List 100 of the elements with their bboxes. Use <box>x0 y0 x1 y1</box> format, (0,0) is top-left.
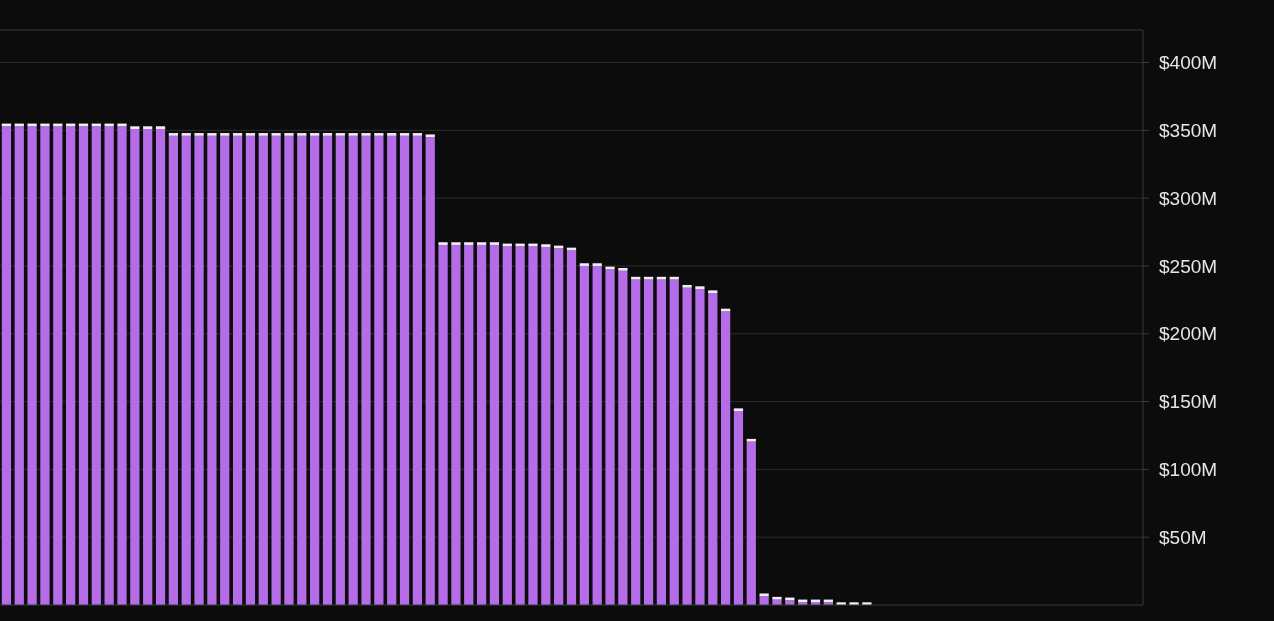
bar <box>130 126 140 129</box>
bar <box>759 593 769 597</box>
bar <box>207 133 217 136</box>
y-tick-label: $100M <box>1159 459 1218 481</box>
bar <box>772 596 782 600</box>
bar <box>399 135 410 605</box>
bar <box>618 270 628 605</box>
bar <box>489 244 500 605</box>
bar <box>682 287 692 605</box>
bar <box>53 126 63 605</box>
bar <box>335 133 345 136</box>
bar <box>143 129 153 605</box>
bar <box>374 135 384 605</box>
bar <box>476 242 487 245</box>
bar <box>322 133 333 136</box>
bar <box>502 246 512 605</box>
bar <box>232 133 243 136</box>
bar <box>399 133 410 136</box>
bar <box>733 411 744 605</box>
bar <box>438 244 448 605</box>
bar <box>656 279 667 605</box>
bar <box>374 133 384 136</box>
bar <box>733 408 744 412</box>
bar <box>232 135 243 605</box>
bar <box>656 276 667 280</box>
bar <box>387 135 397 605</box>
bar <box>258 135 268 605</box>
bar <box>348 133 358 136</box>
bar <box>412 133 423 136</box>
bar <box>746 438 756 442</box>
y-tick-label: $350M <box>1159 120 1218 141</box>
bar <box>194 133 204 136</box>
bar <box>669 279 679 605</box>
bar <box>669 276 679 280</box>
bar <box>181 133 191 136</box>
bar <box>425 134 435 138</box>
bar <box>515 246 525 605</box>
bar <box>566 250 577 605</box>
bar <box>412 135 423 605</box>
y-tick-label: $50M <box>1159 526 1207 548</box>
bar <box>155 126 166 129</box>
bar <box>579 265 589 605</box>
bar <box>541 246 551 605</box>
bar <box>271 135 281 605</box>
bar <box>631 279 641 605</box>
bar <box>66 126 76 605</box>
y-tick-label: $250M <box>1159 255 1218 277</box>
bar <box>310 135 320 605</box>
bar <box>14 126 24 605</box>
bar <box>361 133 371 136</box>
bar <box>284 135 294 605</box>
bar <box>143 126 153 129</box>
bar <box>361 135 371 605</box>
y-tick-label: $400M <box>1159 52 1218 74</box>
bar <box>322 135 333 605</box>
bar <box>464 242 474 245</box>
bar <box>425 137 435 605</box>
bar <box>528 246 538 605</box>
bar <box>335 135 345 605</box>
bar <box>207 135 217 605</box>
bar <box>245 133 256 136</box>
bar <box>618 268 628 271</box>
bar <box>387 133 397 136</box>
bar <box>489 242 500 245</box>
bar <box>348 135 358 605</box>
bar <box>708 293 718 605</box>
bar <box>181 135 191 605</box>
bar <box>643 276 654 280</box>
bar <box>258 133 268 136</box>
bar <box>720 311 731 605</box>
bar <box>310 133 320 136</box>
y-tick-label: $150M <box>1159 391 1218 413</box>
bar <box>91 126 101 605</box>
bar <box>464 244 474 605</box>
bar <box>605 269 615 605</box>
bar <box>297 133 307 136</box>
bar <box>245 135 256 605</box>
bar <box>592 263 602 266</box>
bar <box>451 242 461 245</box>
bar <box>297 135 307 605</box>
bar <box>592 265 602 605</box>
bar <box>682 284 692 288</box>
bar <box>130 129 140 605</box>
y-tick-label: $300M <box>1159 187 1218 209</box>
bar <box>746 441 756 605</box>
bar <box>271 133 281 136</box>
bar <box>708 290 718 294</box>
bar <box>1 126 12 605</box>
bar <box>541 244 551 247</box>
bar <box>284 133 294 136</box>
bar <box>220 133 230 136</box>
bar <box>438 242 448 245</box>
bar <box>451 244 461 605</box>
bar <box>631 276 641 280</box>
bar <box>554 248 564 605</box>
bar <box>155 129 166 605</box>
bar <box>40 126 50 605</box>
bar <box>579 263 589 266</box>
bar <box>643 279 654 605</box>
bar <box>168 135 178 605</box>
